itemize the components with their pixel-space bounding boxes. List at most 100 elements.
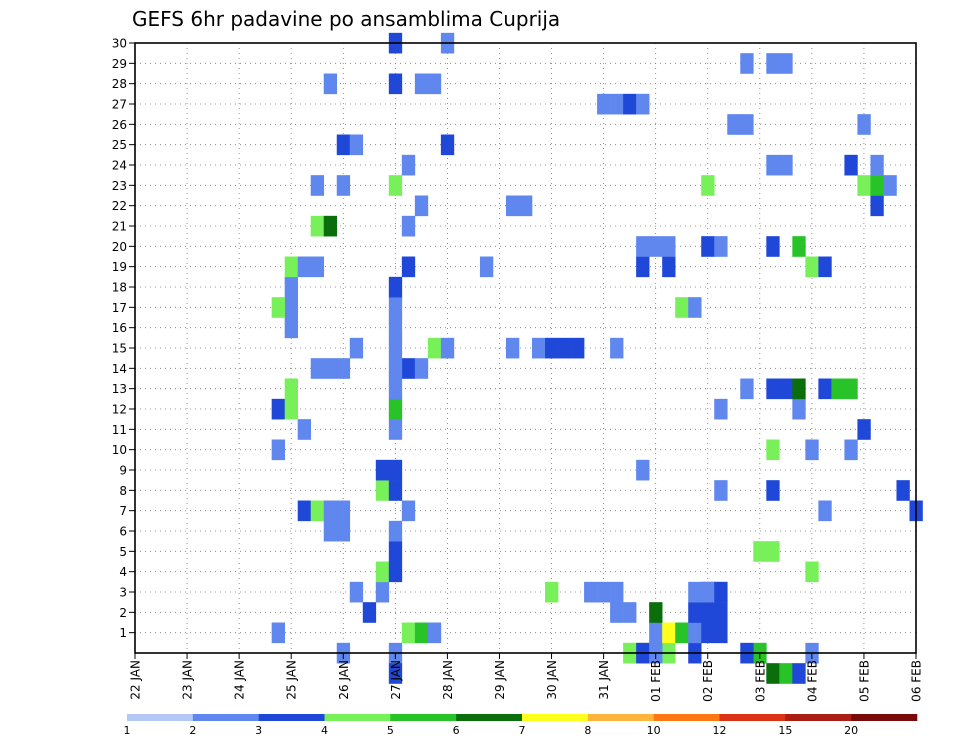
precip-cell	[636, 459, 650, 481]
precip-cell	[336, 500, 351, 522]
precip-cell	[649, 236, 663, 257]
precip-cell	[779, 378, 793, 400]
precip-cell	[388, 520, 403, 542]
y-tick-label: 12	[112, 403, 127, 417]
precip-cell	[792, 378, 806, 400]
precip-cell	[401, 154, 416, 176]
precip-cell	[714, 480, 728, 501]
precip-cell	[323, 215, 338, 237]
x-tick-label: 27 JAN	[389, 660, 403, 700]
gridlines	[135, 43, 916, 653]
precip-cell	[388, 358, 403, 379]
precip-cell	[388, 276, 403, 298]
y-tick-label: 27	[112, 98, 127, 112]
precip-cell	[310, 358, 325, 379]
y-tick-label: 14	[112, 362, 127, 376]
colorbar-label: 12	[713, 724, 727, 737]
precip-cell	[388, 297, 403, 318]
precip-cell	[766, 541, 780, 562]
precip-cell	[505, 195, 520, 217]
colorbar-segment	[522, 714, 589, 721]
y-tick-label: 24	[112, 159, 127, 173]
precip-cell	[753, 541, 767, 562]
precip-cell	[740, 378, 754, 400]
precip-cell	[271, 297, 285, 318]
precip-cell	[714, 581, 728, 603]
precip-cell	[532, 337, 546, 359]
precip-cell	[427, 622, 442, 644]
precip-cell	[375, 480, 390, 501]
precip-cell	[401, 215, 416, 237]
precip-cell	[701, 622, 715, 644]
precip-cell	[623, 602, 637, 623]
precip-cell	[388, 378, 403, 400]
colorbar-segment	[390, 714, 457, 721]
precip-cell	[414, 73, 429, 95]
colorbar-segment	[324, 714, 391, 721]
precip-cell	[310, 175, 325, 196]
precip-cell	[688, 602, 702, 623]
colorbar-segment	[587, 714, 654, 721]
y-tick-label: 21	[112, 220, 127, 234]
precip-cell	[388, 337, 403, 359]
precip-cell	[701, 236, 715, 257]
y-tick-label: 28	[112, 77, 127, 91]
precip-cell	[870, 175, 884, 196]
precip-cell	[688, 297, 702, 318]
precip-cell	[766, 663, 780, 684]
precip-cell	[284, 317, 299, 339]
precip-cell	[649, 622, 663, 644]
y-tick-label: 4	[119, 565, 127, 579]
precip-cell	[675, 297, 689, 318]
precip-cell	[414, 358, 429, 379]
x-tick-label: 04 FEB	[805, 660, 819, 702]
precip-cell	[766, 53, 780, 74]
precip-cell	[779, 663, 793, 684]
x-tick-label: 03 FEB	[753, 660, 767, 702]
precip-cell	[883, 175, 897, 196]
y-tick-label: 25	[112, 138, 127, 152]
precip-cell	[323, 73, 338, 95]
precip-cell	[766, 154, 780, 176]
precip-cell	[779, 154, 793, 176]
precip-cell	[284, 256, 299, 278]
precip-cell	[636, 93, 650, 115]
precip-cell	[323, 358, 338, 379]
colorbar-label: 2	[189, 724, 196, 737]
colorbar-segment	[456, 714, 523, 721]
y-tick-label: 2	[119, 606, 127, 620]
precip-cell	[440, 134, 455, 156]
x-tick-label: 24 JAN	[233, 660, 247, 700]
precip-cell	[805, 256, 819, 278]
precip-cell	[388, 73, 403, 95]
precip-cell	[349, 337, 364, 359]
precip-cell	[662, 236, 676, 257]
y-tick-label: 15	[112, 342, 127, 356]
precip-cell	[571, 337, 585, 359]
precip-cell	[336, 175, 351, 196]
colorbar-label: 3	[255, 724, 262, 737]
precip-cell	[284, 297, 299, 318]
precip-cell	[297, 419, 312, 440]
precip-cell	[388, 663, 403, 684]
precip-cell	[805, 439, 819, 461]
precip-cell	[284, 276, 299, 298]
y-tick-label: 29	[112, 57, 127, 71]
precip-cell	[740, 114, 754, 135]
precip-cell	[714, 236, 728, 257]
precip-cell	[336, 358, 351, 379]
precip-cell	[323, 500, 338, 522]
precip-cell	[610, 581, 624, 603]
precip-cell	[857, 419, 871, 440]
precip-cell	[649, 602, 663, 623]
colorbar-segment	[127, 714, 194, 721]
y-tick-label: 5	[119, 545, 127, 559]
colorbar-segment	[719, 714, 786, 721]
colorbar-label: 6	[453, 724, 460, 737]
y-tick-label: 26	[112, 118, 127, 132]
precip-cell	[518, 195, 533, 217]
precip-cell	[440, 337, 455, 359]
x-tick-label: 23 JAN	[181, 660, 195, 700]
precip-cell	[792, 663, 806, 684]
precip-cell	[414, 622, 429, 644]
